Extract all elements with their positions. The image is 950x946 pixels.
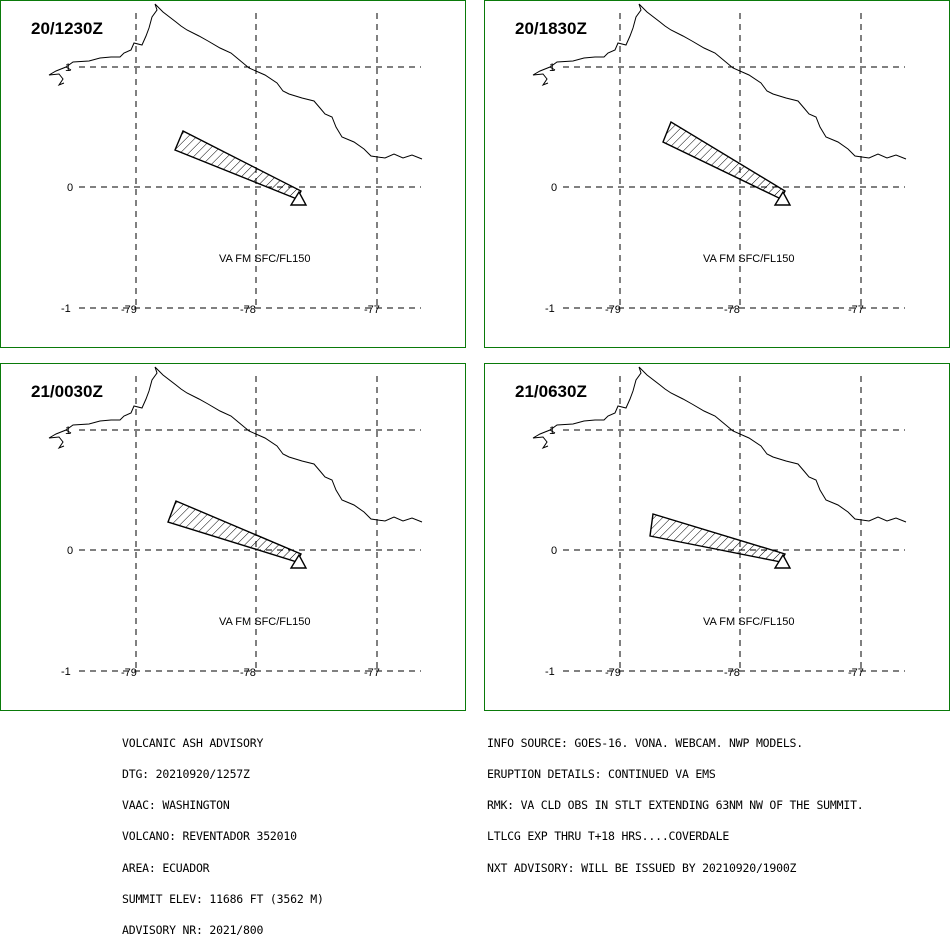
lon-label: -79 bbox=[605, 667, 621, 679]
coastline bbox=[48, 366, 423, 523]
ash-level-label: VA FM SFC/FL150 bbox=[219, 616, 311, 628]
lat-label: 0 bbox=[551, 182, 557, 194]
map-panel-4: 21/0630Z VA FM SFC/FL150 1 0 -1 -79 -78 … bbox=[515, 366, 907, 679]
advisory-line: ERUPTION DETAILS: CONTINUED VA EMS bbox=[487, 767, 716, 782]
advisory-line: VOLCANIC ASH ADVISORY bbox=[122, 735, 264, 750]
lat-label: 0 bbox=[67, 182, 73, 194]
lon-label: -79 bbox=[121, 667, 137, 679]
lon-label: -78 bbox=[724, 667, 740, 679]
advisory-line: RMK: VA CLD OBS IN STLT EXTENDING 63NM N… bbox=[487, 798, 864, 813]
lon-label: -78 bbox=[724, 304, 740, 316]
panel-time: 21/0630Z bbox=[515, 382, 587, 401]
advisory-line: AREA: ECUADOR bbox=[122, 860, 210, 875]
lon-label: -79 bbox=[605, 304, 621, 316]
ash-level-label: VA FM SFC/FL150 bbox=[703, 616, 795, 628]
forecast-panel-2: 20/1830Z VA FM SFC/FL150 1 0 -1 -79 -78 … bbox=[484, 0, 950, 348]
advisory-line: INFO SOURCE: GOES-16. VONA. WEBCAM. NWP … bbox=[487, 735, 804, 750]
lat-label: 1 bbox=[549, 425, 555, 437]
ash-level-label: VA FM SFC/FL150 bbox=[703, 253, 795, 265]
lon-label: -78 bbox=[240, 667, 256, 679]
map-panel-2: 20/1830Z VA FM SFC/FL150 1 0 -1 -79 -78 … bbox=[515, 3, 907, 316]
volcano-triangle-icon bbox=[773, 190, 792, 206]
lon-label: -79 bbox=[121, 304, 137, 316]
advisory-line: NXT ADVISORY: WILL BE ISSUED BY 20210920… bbox=[487, 860, 797, 875]
advisory-info-left: VOLCANIC ASH ADVISORY DTG: 20210920/1257… bbox=[122, 717, 324, 946]
ash-level-label: VA FM SFC/FL150 bbox=[219, 253, 311, 265]
lat-label: 1 bbox=[549, 62, 555, 74]
map-panel-1: 20/1230Z VA FM SFC/FL150 1 0 -1 -79 -78 … bbox=[31, 3, 423, 316]
lat-label: -1 bbox=[61, 303, 71, 315]
lon-label: -77 bbox=[364, 667, 380, 679]
graticule bbox=[563, 13, 905, 309]
lon-label: -77 bbox=[364, 304, 380, 316]
lon-label: -78 bbox=[240, 304, 256, 316]
panel-time: 20/1230Z bbox=[31, 19, 103, 38]
advisory-line: DTG: 20210920/1257Z bbox=[122, 767, 250, 782]
volcano-triangle-icon bbox=[773, 553, 792, 569]
volcano-triangle-icon bbox=[289, 190, 308, 206]
forecast-panel-4: 21/0630Z VA FM SFC/FL150 1 0 -1 -79 -78 … bbox=[484, 363, 950, 711]
graticule bbox=[79, 376, 421, 672]
advisory-line: SUMMIT ELEV: 11686 FT (3562 M) bbox=[122, 891, 324, 906]
map-panel-3: 21/0030Z VA FM SFC/FL150 1 0 -1 -79 -78 … bbox=[31, 366, 423, 679]
panel-time: 20/1830Z bbox=[515, 19, 587, 38]
advisory-info-right: INFO SOURCE: GOES-16. VONA. WEBCAM. NWP … bbox=[487, 717, 864, 883]
advisory-line: LTLCG EXP THRU T+18 HRS....COVERDALE bbox=[487, 829, 730, 844]
ash-cloud-polygon bbox=[649, 513, 786, 563]
lon-label: -77 bbox=[848, 667, 864, 679]
lat-label: 1 bbox=[65, 62, 71, 74]
volcano-triangle-icon bbox=[289, 553, 308, 569]
lat-label: 1 bbox=[65, 425, 71, 437]
advisory-line: VOLCANO: REVENTADOR 352010 bbox=[122, 829, 297, 844]
coastline bbox=[532, 366, 907, 523]
advisory-line: VAAC: WASHINGTON bbox=[122, 798, 230, 813]
lat-label: 0 bbox=[67, 545, 73, 557]
panel-time: 21/0030Z bbox=[31, 382, 103, 401]
advisory-line: ADVISORY NR: 2021/800 bbox=[122, 923, 264, 938]
lat-label: -1 bbox=[61, 666, 71, 678]
ash-cloud-polygon bbox=[174, 130, 302, 200]
forecast-panel-1: 20/1230Z VA FM SFC/FL150 1 0 -1 -79 -78 … bbox=[0, 0, 466, 348]
graticule bbox=[563, 376, 905, 672]
forecast-panel-3: 21/0030Z VA FM SFC/FL150 1 0 -1 -79 -78 … bbox=[0, 363, 466, 711]
graticule bbox=[79, 13, 421, 309]
coastline bbox=[48, 3, 423, 160]
lat-label: -1 bbox=[545, 666, 555, 678]
ash-cloud-polygon bbox=[662, 120, 786, 200]
lon-label: -77 bbox=[848, 304, 864, 316]
lat-label: -1 bbox=[545, 303, 555, 315]
ash-cloud-polygon bbox=[167, 500, 302, 563]
coastline bbox=[532, 3, 907, 160]
lat-label: 0 bbox=[551, 545, 557, 557]
